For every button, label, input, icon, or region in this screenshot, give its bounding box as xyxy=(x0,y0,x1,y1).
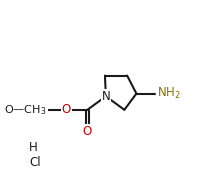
Text: O: O xyxy=(61,103,70,116)
Text: O: O xyxy=(82,125,92,138)
Text: O—CH$_3$: O—CH$_3$ xyxy=(4,103,46,117)
Text: Cl: Cl xyxy=(29,156,41,169)
Text: N: N xyxy=(101,90,110,103)
Text: NH$_2$: NH$_2$ xyxy=(156,86,180,101)
Text: H: H xyxy=(29,141,38,154)
